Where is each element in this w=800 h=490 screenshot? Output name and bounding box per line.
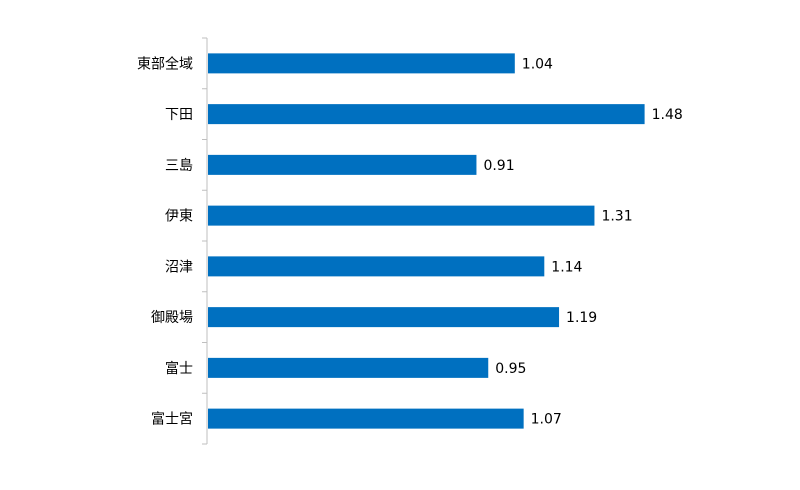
category-label: 富士 xyxy=(165,360,193,377)
category-label: 伊東 xyxy=(165,209,193,225)
bar xyxy=(208,307,560,328)
category-label: 東部全域 xyxy=(137,55,193,72)
category-label: 御殿場 xyxy=(151,310,193,326)
category-label: 沼津 xyxy=(165,259,193,275)
bar xyxy=(208,53,515,74)
bar-series xyxy=(208,53,645,429)
axis-ticks xyxy=(202,37,207,445)
value-label: 1.04 xyxy=(522,56,553,72)
bar xyxy=(208,205,595,226)
value-label: 1.19 xyxy=(566,310,597,326)
value-label: 0.95 xyxy=(495,361,526,377)
bar xyxy=(208,256,545,277)
value-labels: 1.04 1.48 0.91 1.31 1.14 1.19 0.95 1.07 xyxy=(483,56,682,427)
value-label: 1.07 xyxy=(531,412,562,428)
value-label: 1.48 xyxy=(652,107,683,123)
category-label: 富士宮 xyxy=(151,411,193,428)
bar xyxy=(208,357,489,378)
bar xyxy=(208,408,524,429)
value-label: 0.91 xyxy=(483,158,514,174)
bar xyxy=(208,154,477,175)
bar xyxy=(208,104,645,125)
value-label: 1.31 xyxy=(601,209,632,225)
category-label: 三島 xyxy=(165,158,193,174)
value-label: 1.14 xyxy=(551,259,582,275)
category-label: 下田 xyxy=(165,107,193,123)
